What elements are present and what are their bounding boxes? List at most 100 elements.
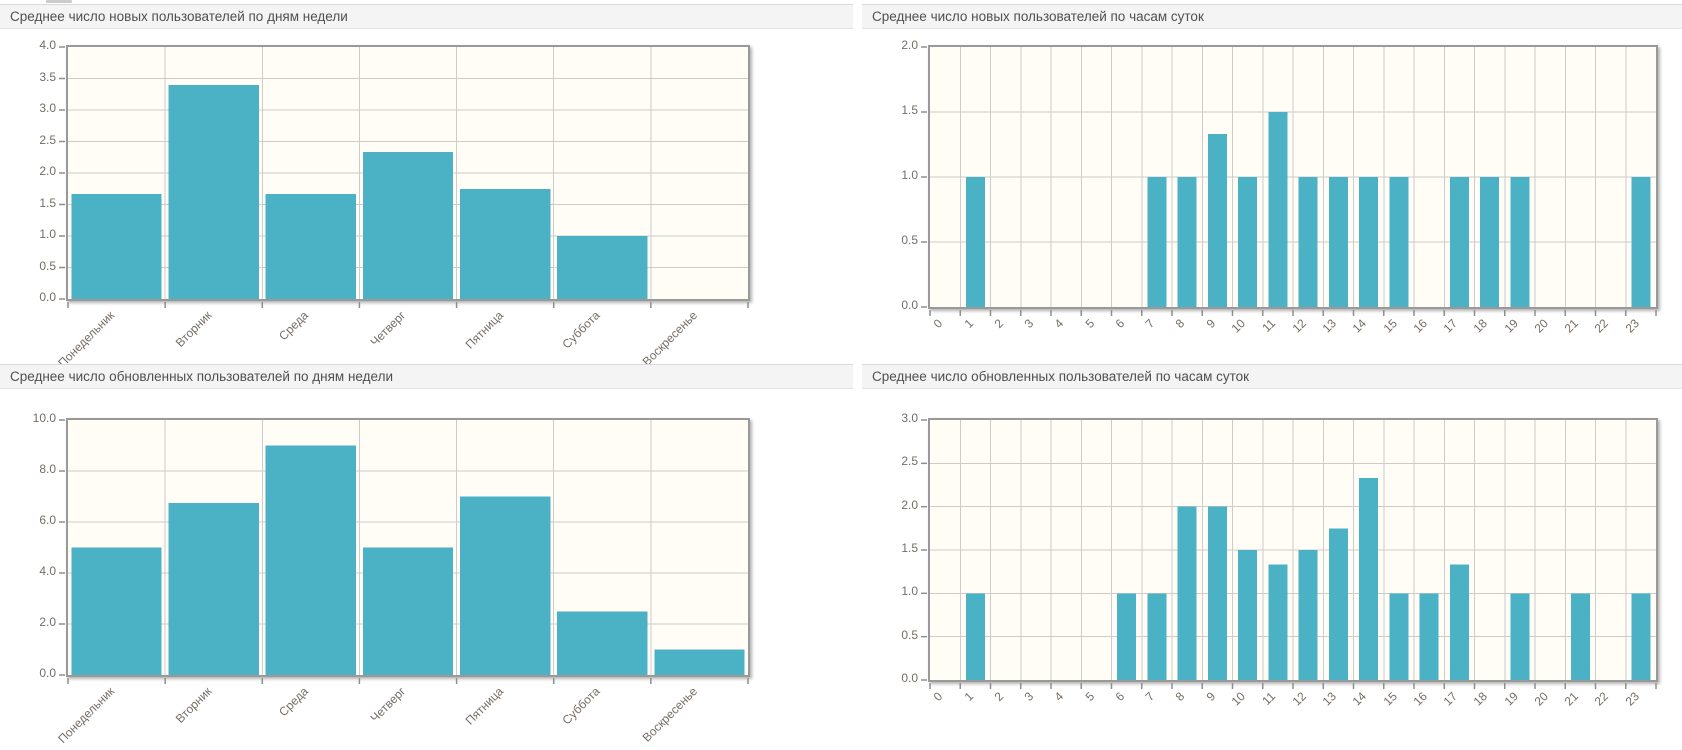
bar <box>1419 593 1439 680</box>
panel-new-users-by-weekday: Среднее число новых пользователей по дня… <box>0 4 853 370</box>
y-tick-label: 1.5 <box>39 195 56 210</box>
bar <box>1177 506 1197 680</box>
bar <box>1147 593 1167 680</box>
x-tick-label: 17 <box>1440 689 1460 709</box>
chart-updated-users-by-weekday: 10.0 8.0 6.0 4.0 2.0 0.0 Понедельник Вторник Сре… <box>0 389 853 750</box>
x-tick-label: Понедельник <box>55 684 118 747</box>
y-tick-label: 3.0 <box>901 411 918 425</box>
x-tick-label: 0 <box>931 316 946 331</box>
bar <box>1359 478 1379 680</box>
x-tick-label: 10 <box>1228 316 1249 336</box>
panel-title-updated-users-by-weekday: Среднее число обновленных пользователей … <box>0 364 853 389</box>
y-tick-label: 3.5 <box>39 69 56 84</box>
bar <box>1147 177 1167 307</box>
bar <box>1207 506 1227 680</box>
x-tick-label: 15 <box>1380 689 1400 709</box>
x-tick-label: 22 <box>1591 316 1612 336</box>
y-tick-label: 0.5 <box>901 233 918 247</box>
x-tick-label: 14 <box>1349 689 1370 709</box>
y-tick-label: 3.0 <box>39 101 56 115</box>
x-tick-label: 23 <box>1622 316 1642 336</box>
x-tick-label: 13 <box>1319 689 1339 709</box>
chart-new-users-by-hour: 2.0 1.5 1.0 0.5 0.0 0 1 2 3 4 5 6 7 8 9 10 11 12 13 14 15 16 1… <box>862 29 1682 364</box>
bar <box>71 547 162 675</box>
x-tick-label: 14 <box>1349 316 1370 336</box>
x-tick-label: 2 <box>991 316 1007 331</box>
chart-updated-users-by-hour: 3.0 2.5 2.0 1.5 1.0 0.5 0.0 0 1 2 3 4 5 6 7 8 9 10 11 12 13 1… <box>862 389 1682 750</box>
x-tick-label: 5 <box>1082 316 1097 331</box>
bar <box>1268 112 1288 307</box>
y-tick-label: 2.0 <box>901 497 918 512</box>
x-tick-label: 19 <box>1501 316 1521 336</box>
x-tick-label: Четверг <box>367 308 409 350</box>
bar <box>1328 528 1348 680</box>
y-tick-label: 2.0 <box>39 164 56 178</box>
x-tick-label: 3 <box>1021 316 1037 331</box>
x-tick-label: 1 <box>961 316 976 331</box>
x-tick-label: 4 <box>1052 316 1067 331</box>
x-tick-label: Вторник <box>172 684 215 726</box>
y-tick-label: 10.0 <box>32 411 56 425</box>
x-tick-label: 18 <box>1470 316 1491 336</box>
y-tick-label: 0.0 <box>901 671 918 685</box>
bar <box>168 84 259 299</box>
bar <box>1449 177 1469 307</box>
x-tick-label: 23 <box>1622 689 1642 709</box>
x-tick-label: 15 <box>1380 316 1400 336</box>
bar <box>1238 550 1258 680</box>
y-tick-label: 6.0 <box>39 513 56 527</box>
bar <box>654 649 745 675</box>
x-tick-label: Среда <box>276 684 312 720</box>
y-tick-label: 4.0 <box>39 564 56 578</box>
x-tick-label: 11 <box>1259 689 1279 708</box>
x-tick-label: 19 <box>1501 689 1521 709</box>
x-tick-label: 16 <box>1410 316 1430 336</box>
bar <box>362 152 454 299</box>
bar <box>265 193 357 299</box>
x-tick-label: Четверг <box>367 684 409 726</box>
plot-area <box>921 418 1658 689</box>
y-tick-label: 1.0 <box>39 227 56 241</box>
x-tick-label: 8 <box>1173 316 1188 331</box>
x-tick-label: 3 <box>1021 689 1037 704</box>
plot-area <box>921 45 1658 316</box>
x-tick-label: 17 <box>1440 316 1460 336</box>
bar <box>1207 134 1227 307</box>
bar <box>965 177 985 307</box>
x-tick-label: Среда <box>276 308 312 344</box>
bar <box>1510 177 1530 307</box>
y-tick-label: 1.0 <box>901 168 918 182</box>
bar <box>1389 593 1409 680</box>
x-tick-label: Вторник <box>172 308 215 350</box>
clipped-artifact <box>46 0 72 3</box>
x-tick-label: 9 <box>1203 689 1218 704</box>
x-tick-label: 21 <box>1561 316 1581 336</box>
x-tick-label: 1 <box>961 689 976 704</box>
x-tick-label: 6 <box>1112 316 1128 331</box>
bar <box>1631 177 1651 307</box>
panel-updated-users-by-hour: Среднее число обновленных пользователей … <box>862 364 1682 750</box>
panel-updated-users-by-weekday: Среднее число обновленных пользователей … <box>0 364 853 750</box>
y-tick-label: 1.5 <box>901 103 918 117</box>
x-tick-label: 0 <box>931 689 946 704</box>
bar <box>557 236 648 299</box>
bar <box>1328 177 1348 307</box>
y-tick-label: 0.0 <box>39 666 56 680</box>
bar <box>1177 177 1197 307</box>
bar <box>459 188 551 299</box>
x-tick-label: 16 <box>1410 689 1430 709</box>
y-tick-label: 8.0 <box>39 462 56 476</box>
y-tick-label: 0.5 <box>901 627 918 642</box>
x-tick-label: 20 <box>1531 689 1551 709</box>
bar <box>1117 593 1137 680</box>
bar <box>1298 550 1318 680</box>
x-tick-label: 8 <box>1173 689 1188 704</box>
chart-new-users-by-weekday: 4.0 3.5 3.0 2.5 2.0 1.5 1.0 0.5 0.0 Понедельник Вт… <box>0 29 853 370</box>
bar <box>1449 564 1469 680</box>
panel-title-updated-users-by-hour: Среднее число обновленных пользователей … <box>862 364 1682 389</box>
x-tick-label: 5 <box>1082 689 1097 704</box>
x-tick-label: 13 <box>1319 316 1339 336</box>
panel-title-new-users-by-weekday: Среднее число новых пользователей по дня… <box>0 4 853 29</box>
x-tick-label: 6 <box>1112 689 1128 704</box>
y-tick-label: 2.5 <box>39 132 56 147</box>
